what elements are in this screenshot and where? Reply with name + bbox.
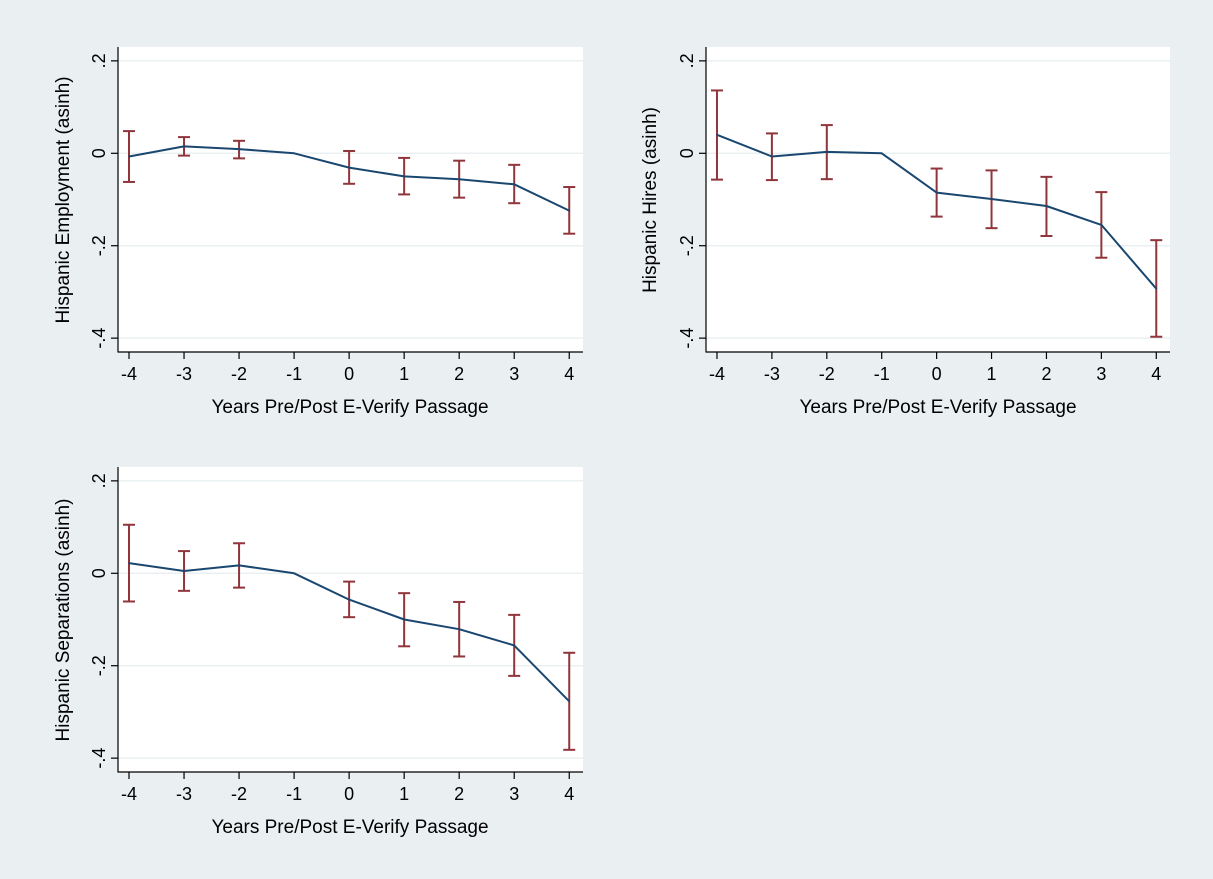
separations-ytick-label-0: -.4 bbox=[89, 748, 109, 769]
hires-ytick-label-1: -.2 bbox=[677, 235, 697, 256]
hires-point-5 bbox=[990, 198, 993, 200]
employment-point-2 bbox=[238, 148, 240, 150]
separations-point-6 bbox=[458, 628, 460, 631]
hires-point-8 bbox=[1155, 287, 1158, 290]
separations-ytick-label-1: -.2 bbox=[89, 655, 109, 676]
separations-point-2 bbox=[238, 564, 240, 567]
employment-ytick-label-3: .2 bbox=[89, 53, 109, 68]
hires-xtick-label-4: 0 bbox=[932, 364, 942, 384]
employment-xtick-label-2: -2 bbox=[231, 364, 247, 384]
separations-xtick-label-7: 3 bbox=[509, 784, 519, 804]
employment-point-3 bbox=[293, 152, 295, 155]
employment-xtick-label-5: 1 bbox=[399, 364, 409, 384]
employment-xtick-label-8: 4 bbox=[564, 364, 574, 384]
employment-point-0 bbox=[128, 155, 130, 158]
employment-xtick-label-3: -1 bbox=[286, 364, 302, 384]
panel-separations-ylabel: Hispanic Separations (asinh) bbox=[53, 499, 74, 742]
employment-xtick-label-1: -3 bbox=[176, 364, 192, 384]
separations-ytick-label-3: .2 bbox=[89, 473, 109, 488]
separations-xtick-label-2: -2 bbox=[231, 784, 247, 804]
employment-xtick-label-4: 0 bbox=[344, 364, 354, 384]
hires-point-2 bbox=[826, 151, 828, 153]
hires-xtick-label-5: 1 bbox=[987, 364, 997, 384]
panel-separations: -.4 -.2 0 .2 -4 -3 -2 -1 0 1 2 3 4 Hispanic Separati… bbox=[53, 467, 583, 838]
separations-point-3 bbox=[293, 572, 295, 575]
separations-xtick-label-4: 0 bbox=[344, 784, 354, 804]
separations-ytick-label-2: 0 bbox=[89, 568, 109, 578]
separations-point-8 bbox=[568, 700, 571, 703]
employment-ytick-label-0: -.4 bbox=[89, 328, 109, 349]
separations-point-1 bbox=[183, 570, 185, 572]
panel-separations-xlabel: Years Pre/Post E-Verify Passage bbox=[211, 817, 488, 838]
hires-point-6 bbox=[1045, 205, 1048, 207]
hires-ytick-label-3: .2 bbox=[677, 53, 697, 68]
hires-xtick-label-3: -1 bbox=[874, 364, 890, 384]
panel-employment-ylabel: Hispanic Employment (asinh) bbox=[53, 76, 74, 323]
hires-point-3 bbox=[880, 152, 883, 155]
separations-point-7 bbox=[513, 644, 516, 647]
panel-hires-xlabel: Years Pre/Post E-Verify Passage bbox=[799, 397, 1076, 418]
employment-point-6 bbox=[458, 178, 460, 180]
hires-ytick-label-2: 0 bbox=[677, 148, 697, 158]
hires-point-7 bbox=[1100, 224, 1103, 226]
employment-point-5 bbox=[403, 175, 405, 178]
employment-xtick-label-0: -4 bbox=[121, 364, 137, 384]
separations-xtick-label-5: 1 bbox=[399, 784, 409, 804]
employment-point-8 bbox=[568, 209, 571, 212]
separations-point-0 bbox=[128, 562, 130, 564]
separations-xtick-label-3: -1 bbox=[286, 784, 302, 804]
separations-xtick-label-0: -4 bbox=[121, 784, 137, 804]
separations-point-5 bbox=[403, 618, 405, 621]
employment-ytick-label-1: -.2 bbox=[89, 235, 109, 256]
separations-xtick-label-6: 2 bbox=[454, 784, 464, 804]
hires-point-0 bbox=[716, 134, 718, 136]
employment-xtick-label-7: 3 bbox=[509, 364, 519, 384]
hires-xtick-label-8: 4 bbox=[1151, 364, 1161, 384]
employment-plot-area bbox=[118, 47, 583, 352]
employment-ytick-label-2: 0 bbox=[89, 148, 109, 158]
panel-hires-ylabel: Hispanic Hires (asinh) bbox=[640, 107, 661, 293]
separations-point-4 bbox=[348, 598, 350, 601]
employment-point-4 bbox=[348, 166, 350, 169]
hires-xtick-label-0: -4 bbox=[709, 364, 725, 384]
hires-point-1 bbox=[771, 155, 773, 158]
separations-xtick-label-1: -3 bbox=[176, 784, 192, 804]
separations-plot-area bbox=[118, 467, 583, 772]
hires-xtick-label-1: -3 bbox=[764, 364, 780, 384]
hires-plot-area bbox=[706, 47, 1170, 352]
hires-xtick-label-7: 3 bbox=[1096, 364, 1106, 384]
separations-xtick-label-8: 4 bbox=[564, 784, 574, 804]
employment-point-1 bbox=[183, 145, 185, 148]
employment-point-7 bbox=[513, 183, 516, 186]
panel-employment: -.4 -.2 0 .2 -4 -3 -2 -1 0 1 2 3 4 Hispanic Employme… bbox=[53, 47, 583, 418]
hires-xtick-label-2: -2 bbox=[819, 364, 835, 384]
hires-xtick-label-6: 2 bbox=[1041, 364, 1051, 384]
panel-employment-xlabel: Years Pre/Post E-Verify Passage bbox=[211, 397, 488, 418]
hires-ytick-label-0: -.4 bbox=[677, 328, 697, 349]
employment-xtick-label-6: 2 bbox=[454, 364, 464, 384]
panel-hires: -.4 -.2 0 .2 -4 -3 -2 -1 0 1 2 3 4 Hispanic Hires (a… bbox=[640, 47, 1170, 418]
hires-point-4 bbox=[935, 191, 938, 194]
